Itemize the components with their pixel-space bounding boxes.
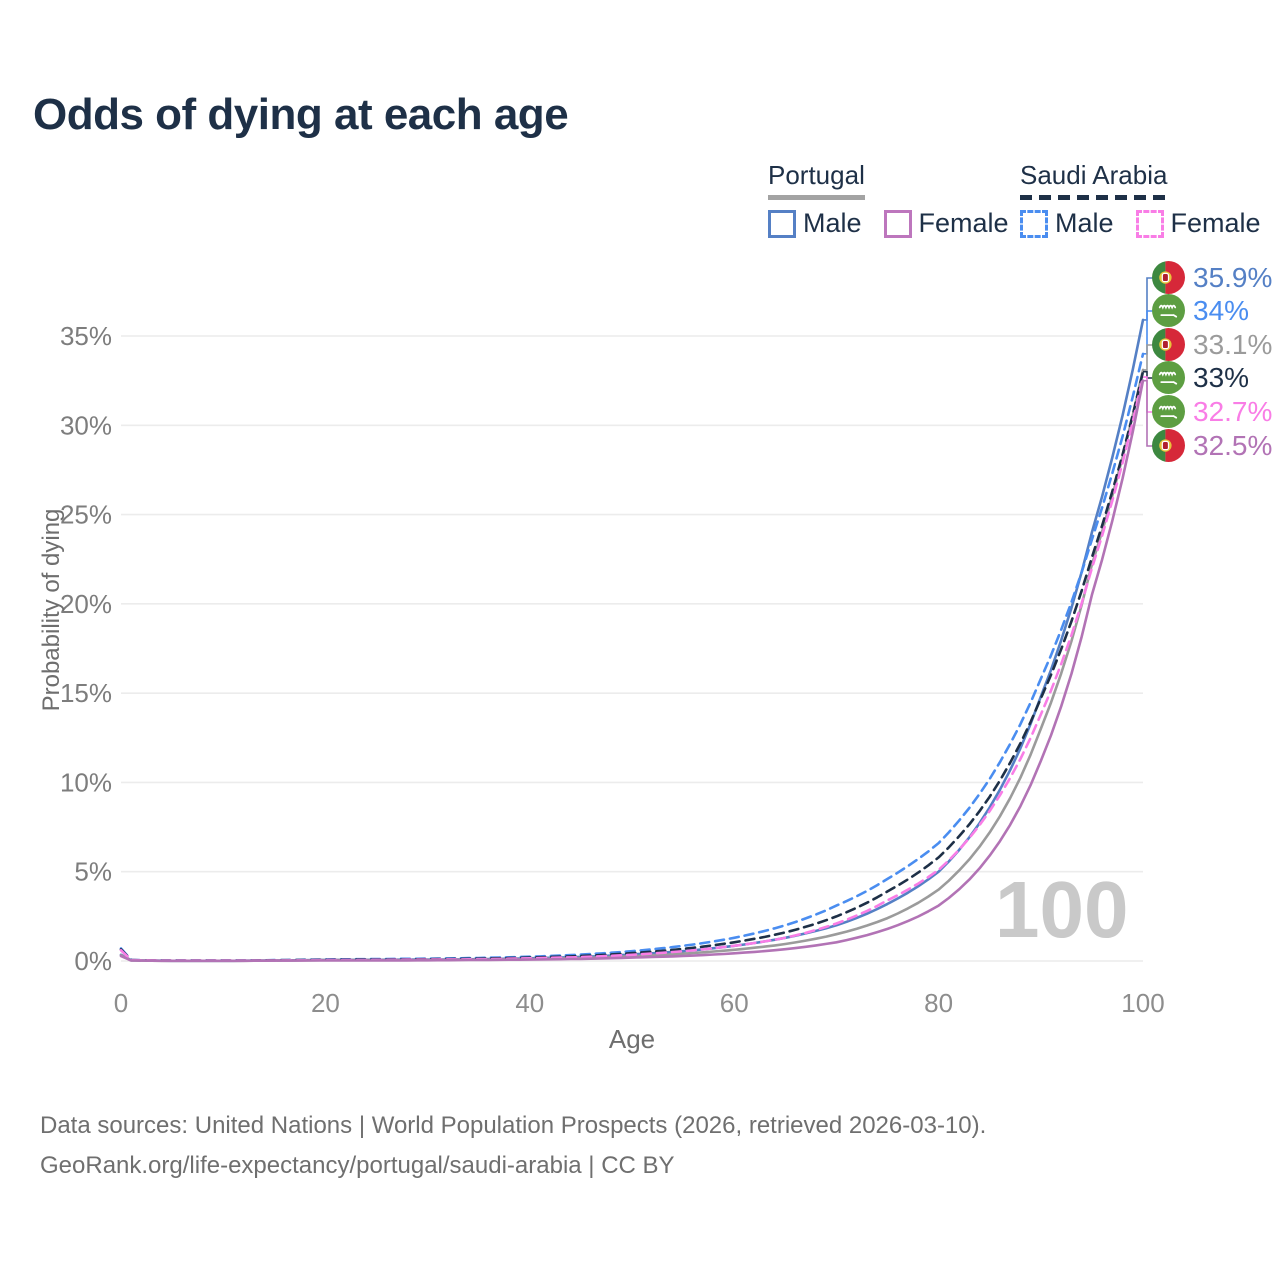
saudi-arabia-flag-icon — [1152, 395, 1185, 428]
y-tick-15: 15% — [60, 678, 112, 708]
portugal-flag-icon — [1152, 429, 1185, 462]
legend-group-saudi-arabia: Saudi Arabia Male Female — [1020, 160, 1261, 239]
leader-line-portugal-female — [1143, 379, 1153, 447]
portugal-male-checkbox[interactable] — [768, 209, 796, 238]
x-tick-20: 20 — [311, 988, 340, 1018]
legend-saudi-female[interactable]: Female — [1135, 208, 1261, 239]
legend-saudi-male-label: Male — [1055, 208, 1114, 238]
portugal-flag-icon — [1152, 328, 1185, 361]
leader-line-portugal-both — [1143, 344, 1153, 371]
end-label-value-saudi-female: 32.7% — [1193, 395, 1273, 427]
legend-portugal-label: Portugal — [768, 160, 865, 190]
end-label-portugal-both: 33.1% — [1152, 328, 1272, 361]
end-label-saudi-male: 34% — [1152, 294, 1249, 327]
saudi-both-line-swatch — [1020, 195, 1168, 200]
legend-portugal-male-label: Male — [803, 208, 862, 238]
chart-title: Odds of dying at each age — [33, 90, 569, 139]
legend-saudi-header[interactable]: Saudi Arabia — [1020, 160, 1168, 200]
curve-portugal-female[interactable] — [119, 379, 1145, 963]
x-tick-40: 40 — [515, 988, 544, 1018]
saudi-arabia-flag-icon — [1152, 361, 1185, 394]
saudi-arabia-flag-icon — [1152, 294, 1185, 327]
y-axis-title: Probability of dying — [38, 508, 65, 712]
end-label-value-portugal-male: 35.9% — [1193, 261, 1273, 293]
y-tick-25: 25% — [60, 500, 112, 530]
y-tick-20: 20% — [60, 589, 112, 619]
end-label-value-saudi-male: 34% — [1193, 294, 1250, 326]
leader-line-saudi-both — [1143, 370, 1153, 379]
curve-portugal-male[interactable] — [119, 318, 1145, 963]
y-tick-0: 0% — [74, 946, 112, 976]
x-tick-60: 60 — [720, 988, 749, 1018]
portugal-both-line-swatch — [768, 195, 865, 200]
legend-group-portugal: Portugal Male Female — [768, 160, 1009, 239]
age-watermark: 100 — [995, 865, 1129, 954]
end-label-saudi-both: 33% — [1152, 361, 1249, 394]
curve-saudi-female[interactable] — [119, 375, 1145, 962]
x-tick-80: 80 — [924, 988, 953, 1018]
saudi-male-checkbox[interactable] — [1020, 209, 1048, 238]
y-tick-30: 30% — [60, 410, 112, 440]
y-tick-35: 35% — [60, 321, 112, 351]
saudi-female-checkbox[interactable] — [1135, 209, 1164, 238]
curve-saudi-male[interactable] — [119, 352, 1145, 962]
leader-line-portugal-male — [1143, 277, 1153, 321]
legend-portugal-header[interactable]: Portugal — [768, 160, 865, 200]
portugal-flag-icon — [1152, 261, 1185, 294]
footer: Data sources: United Nations | World Pop… — [40, 1106, 986, 1186]
legend-saudi-label: Saudi Arabia — [1020, 160, 1168, 190]
footer-attribution: GeoRank.org/life-expectancy/portugal/sau… — [40, 1152, 675, 1179]
x-tick-100: 100 — [1121, 988, 1164, 1018]
x-tick-0: 0 — [114, 988, 128, 1018]
end-label-value-saudi-both: 33% — [1193, 361, 1250, 393]
x-axis-title: Age — [608, 1024, 656, 1054]
y-tick-5: 5% — [74, 857, 112, 887]
footer-data-sources: Data sources: United Nations | World Pop… — [40, 1112, 987, 1139]
legend-portugal-female-label: Female — [918, 208, 1009, 238]
leader-line-saudi-male — [1143, 310, 1153, 355]
portugal-female-checkbox[interactable] — [883, 209, 912, 238]
y-tick-10: 10% — [60, 767, 112, 797]
legend-saudi-male[interactable]: Male — [1020, 208, 1114, 239]
end-label-value-portugal-female: 32.5% — [1193, 429, 1273, 461]
legend-portugal-female[interactable]: Female — [883, 208, 1009, 239]
legend-portugal-male[interactable]: Male — [768, 208, 862, 239]
legend-saudi-female-label: Female — [1170, 208, 1261, 238]
end-label-portugal-male: 35.9% — [1152, 261, 1272, 294]
end-label-portugal-female: 32.5% — [1152, 429, 1272, 462]
end-label-value-portugal-both: 33.1% — [1193, 328, 1273, 360]
end-label-saudi-female: 32.7% — [1152, 395, 1272, 428]
